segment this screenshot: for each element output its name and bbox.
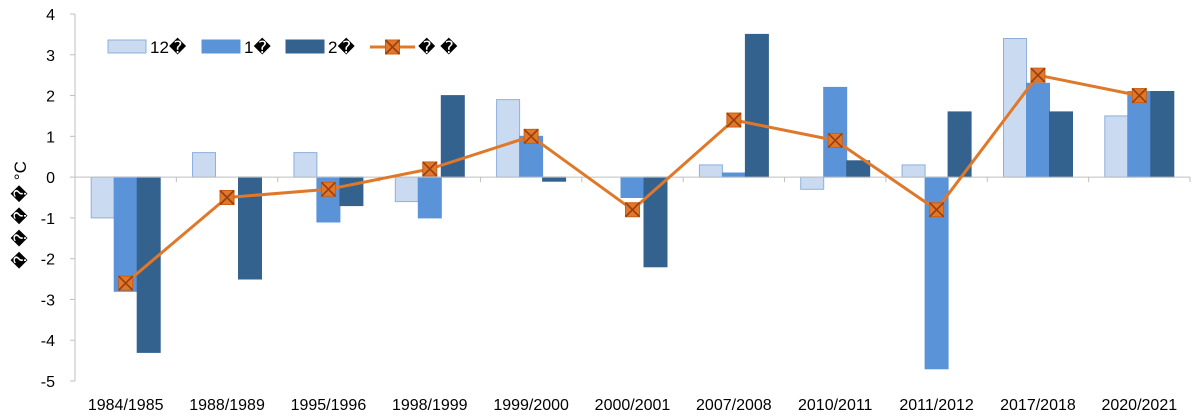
y-axis-label: � � � � °C — [10, 161, 30, 269]
legend-swatch-1 — [107, 39, 147, 54]
marker-cross — [726, 112, 742, 128]
bar-series2-2020/2021 — [1127, 91, 1152, 178]
line-point-1999/2000 — [523, 128, 539, 144]
line-point-2011/2012 — [929, 202, 945, 218]
y-tick-label: 4 — [46, 7, 55, 24]
marker-cross — [320, 181, 336, 197]
bar-series2-2007/2008 — [721, 172, 746, 178]
marker-cross — [422, 161, 438, 177]
x-tick-label: 2020/2021 — [1101, 397, 1177, 414]
legend-label-2: 1� — [244, 37, 271, 57]
bar-series3-1999/2000 — [542, 176, 567, 182]
x-tick-label: 2011/2012 — [899, 397, 974, 414]
y-tick-label: 3 — [46, 48, 55, 65]
y-tick-label: -4 — [41, 333, 55, 350]
bar-series1-1984/1985 — [90, 176, 115, 219]
y-tick-label: 1 — [46, 129, 55, 146]
marker-cross — [1030, 67, 1046, 83]
line-point-1984/1985 — [118, 275, 134, 291]
bar-series1-2020/2021 — [1104, 115, 1129, 178]
x-tick-label: 1998/1999 — [392, 397, 468, 414]
legend-line-marker — [384, 39, 401, 55]
bar-series1-1999/2000 — [496, 99, 521, 178]
bar-series1-2007/2008 — [698, 164, 723, 178]
bar-series3-1995/1996 — [339, 176, 364, 207]
bar-series3-1988/1989 — [238, 176, 262, 280]
x-tick-label: 2017/2018 — [1000, 397, 1076, 414]
marker-cross — [929, 202, 945, 218]
axes-layer: -5 -4 -3 -2 -1 0 1 2 3 4 1984/1985 1988/1989 1995/19… — [41, 7, 1191, 414]
marker-cross — [523, 128, 539, 144]
x-tick-label: 1995/1996 — [291, 397, 367, 414]
bar-series1-2011/2012 — [901, 164, 926, 178]
y-tick-label: -1 — [41, 211, 55, 228]
line-layer — [118, 67, 1147, 291]
bar-series2-1984/1985 — [113, 176, 138, 292]
bar-series2-2000/2001 — [620, 176, 645, 199]
legend: 12� 1� 2� � � — [107, 37, 458, 57]
y-tick-label: 0 — [46, 170, 55, 187]
y-tick-label: 2 — [46, 89, 55, 106]
line-point-1988/1989 — [219, 189, 235, 206]
marker-cross — [384, 39, 401, 55]
legend-swatch-3 — [285, 39, 325, 54]
bars-layer — [90, 33, 1175, 370]
bar-series3-2017/2018 — [1049, 111, 1073, 178]
legend-label-4: � � — [418, 37, 458, 57]
x-tick-label: 2000/2001 — [595, 397, 671, 414]
line-point-2020/2021 — [1131, 87, 1147, 104]
marker-cross — [1131, 87, 1147, 104]
x-tick-label: 1988/1989 — [189, 397, 265, 414]
y-tick-label: -3 — [41, 292, 55, 309]
bar-series1-1995/1996 — [293, 152, 318, 178]
marker-cross — [118, 275, 134, 291]
marker-cross — [219, 189, 235, 206]
bar-series2-1998/1999 — [417, 176, 442, 219]
line-point-1995/1996 — [320, 181, 336, 197]
line-point-2017/2018 — [1030, 67, 1046, 83]
bar-series3-2020/2021 — [1150, 91, 1175, 178]
y-tick-label: -2 — [41, 252, 55, 269]
legend-swatch-2 — [201, 39, 241, 54]
line-point-2010/2011 — [827, 132, 843, 148]
legend-label-1: 12� — [150, 37, 187, 57]
line-point-2000/2001 — [624, 202, 641, 218]
marker-cross — [624, 202, 641, 218]
x-tick-label: 1984/1985 — [88, 397, 164, 414]
bar-series1-2010/2011 — [800, 176, 825, 190]
legend-label-3: 2� — [328, 37, 355, 57]
bar-series2-2010/2011 — [823, 86, 848, 178]
y-tick-label: -5 — [41, 374, 55, 391]
x-tick-label: 2010/2011 — [798, 397, 873, 414]
marker-cross — [827, 132, 843, 148]
x-tick-label: 1999/2000 — [493, 397, 569, 414]
line-point-1998/1999 — [422, 161, 438, 177]
x-tick-label: 2007/2008 — [696, 397, 772, 414]
bar-series1-1988/1989 — [192, 152, 216, 178]
bar-series2-2017/2018 — [1026, 82, 1050, 178]
bar-series1-1998/1999 — [394, 176, 419, 203]
bar-series3-2007/2008 — [744, 33, 769, 178]
line-point-2007/2008 — [726, 112, 742, 128]
